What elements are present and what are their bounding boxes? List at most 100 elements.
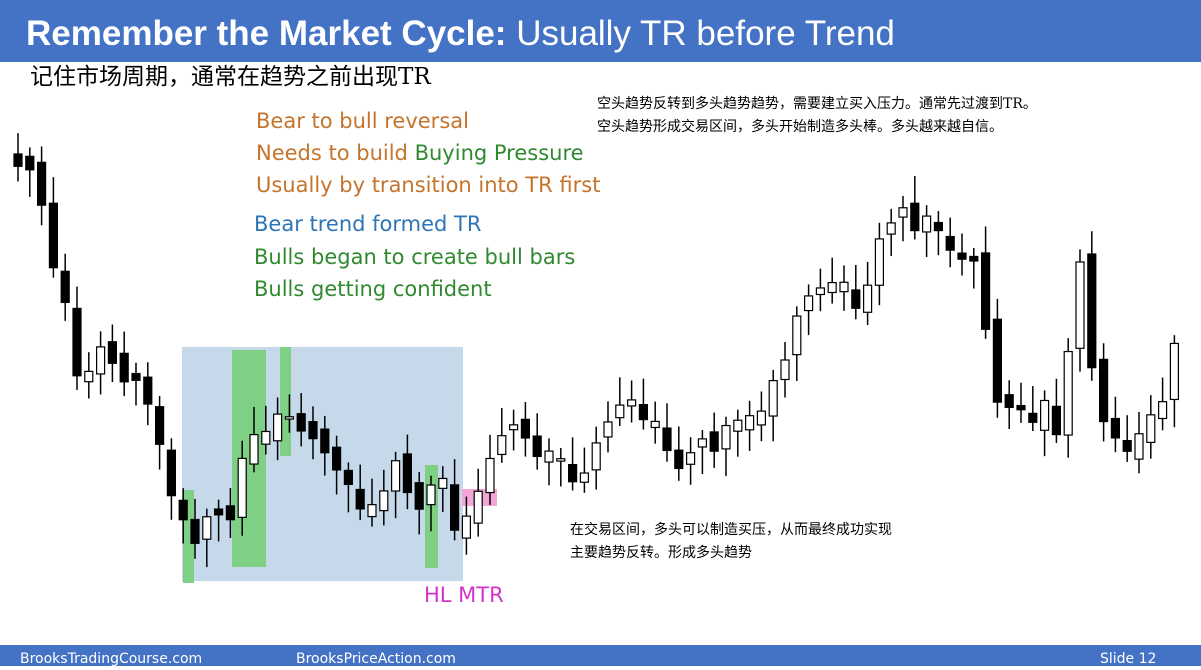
candle-body — [155, 406, 165, 445]
annotation: Bear to bull reversal — [256, 109, 469, 133]
candle-body — [862, 284, 873, 313]
note-top: 空头趋势反转到多头趋势趋势，需要建立买入压力。通常先过渡到TR。 — [597, 95, 1037, 112]
note-bottom: 在交易区间，多头可以制造买压，从而最终成功实现 — [570, 521, 892, 538]
candle-body — [556, 458, 566, 462]
candle-body — [225, 505, 235, 521]
footer-text: Slide 12 — [1100, 651, 1156, 666]
candle-body — [933, 221, 944, 232]
candle-body — [320, 428, 330, 454]
candle-body — [603, 421, 613, 438]
candle-body — [1063, 350, 1073, 436]
candle-body — [107, 341, 118, 364]
candle-body — [615, 404, 625, 419]
candle-body — [391, 460, 401, 492]
candle-body — [674, 449, 684, 470]
candle-body — [685, 452, 696, 465]
candle-body — [308, 421, 318, 440]
annotation: Bear trend formed TR — [254, 212, 481, 236]
candle-body — [36, 161, 47, 206]
candle-body — [638, 403, 649, 421]
candle-body — [296, 413, 306, 432]
candle-body — [532, 435, 542, 458]
footer-bar — [0, 645, 1201, 666]
title: Remember the Market Cycle: Usually TR be… — [26, 14, 895, 53]
candle-body — [1039, 399, 1050, 431]
candle-body — [733, 419, 743, 432]
candle-body — [567, 464, 578, 483]
candle-body — [898, 207, 908, 218]
candle-body — [721, 424, 731, 450]
candle-body — [485, 457, 495, 494]
candle-body — [520, 418, 531, 439]
candle-body — [1146, 414, 1156, 443]
candle-body — [119, 352, 129, 383]
candles — [13, 133, 1180, 568]
candle-body — [874, 238, 885, 286]
candle-body — [1016, 404, 1026, 411]
note-top: 空头趋势形成交易区间，多头开始制造多头棒。多头越来越自信。 — [597, 118, 1003, 135]
annotation: Bulls began to create bull bars — [254, 245, 575, 269]
candle-body — [1157, 401, 1168, 420]
candle-body — [261, 430, 271, 445]
candle-body — [1169, 342, 1180, 401]
candle-body — [662, 427, 672, 452]
annotation: Bulls getting confident — [254, 277, 492, 301]
candle-body — [815, 287, 826, 296]
candle-body — [202, 516, 212, 540]
title-rest: Usually TR before Trend — [516, 14, 895, 53]
candle-body — [343, 469, 353, 486]
candle-body — [178, 499, 188, 521]
title-bold: Remember the Market Cycle: — [26, 14, 506, 53]
candle-body — [13, 153, 23, 167]
candle-body — [249, 434, 259, 465]
candle-body — [509, 424, 519, 431]
trading-range-box — [182, 347, 463, 581]
bull-highlight — [183, 490, 194, 583]
candle-body — [792, 315, 802, 356]
candle-body — [1004, 394, 1014, 409]
candle-body — [626, 399, 637, 407]
candle-body — [579, 472, 590, 483]
candle-body — [473, 490, 483, 524]
candle-body — [697, 438, 708, 448]
candle-body — [768, 379, 778, 417]
candle-body — [1087, 253, 1097, 369]
candle-body — [827, 281, 837, 294]
candle-body — [969, 255, 979, 262]
candle-body — [839, 281, 849, 293]
candle-body — [131, 372, 141, 381]
candle-body — [886, 222, 896, 235]
footer-text: BrooksPriceAction.com — [296, 651, 456, 666]
candle-body — [143, 376, 153, 405]
candle-body — [166, 449, 176, 497]
candle-body — [367, 504, 377, 518]
candle-body — [1028, 412, 1038, 423]
candle-body — [1134, 433, 1144, 460]
candle-body — [650, 420, 660, 429]
candle-body — [945, 235, 955, 251]
candle-body — [60, 270, 70, 304]
candle-body — [803, 295, 814, 312]
chart-label: HL MTR — [424, 583, 504, 607]
candle-body — [544, 450, 554, 463]
candle-body — [780, 359, 790, 381]
candle-body — [450, 484, 460, 531]
candle-body — [402, 453, 412, 494]
annotation: Needs to build Buying Pressure — [256, 141, 584, 165]
candle-body — [497, 435, 507, 456]
candle-body — [851, 289, 861, 309]
candle-body — [591, 442, 601, 471]
candle-body — [95, 346, 106, 375]
candle-body — [744, 415, 755, 431]
note-bottom: 主要趋势反转。形成多头趋势 — [570, 544, 752, 561]
candle-body — [1075, 261, 1085, 349]
annotation-part: Buying Pressure — [415, 141, 584, 165]
candle-body — [273, 413, 283, 442]
candle-body — [992, 318, 1003, 403]
candle-body — [957, 252, 967, 260]
candle-body — [190, 518, 200, 544]
candle-body — [414, 482, 424, 510]
candle-body — [921, 215, 932, 233]
candle-body — [379, 490, 389, 512]
